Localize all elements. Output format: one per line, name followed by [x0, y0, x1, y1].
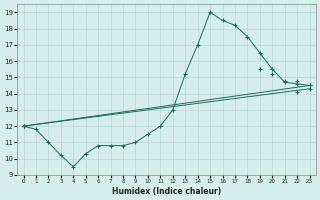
X-axis label: Humidex (Indice chaleur): Humidex (Indice chaleur)	[112, 187, 221, 196]
